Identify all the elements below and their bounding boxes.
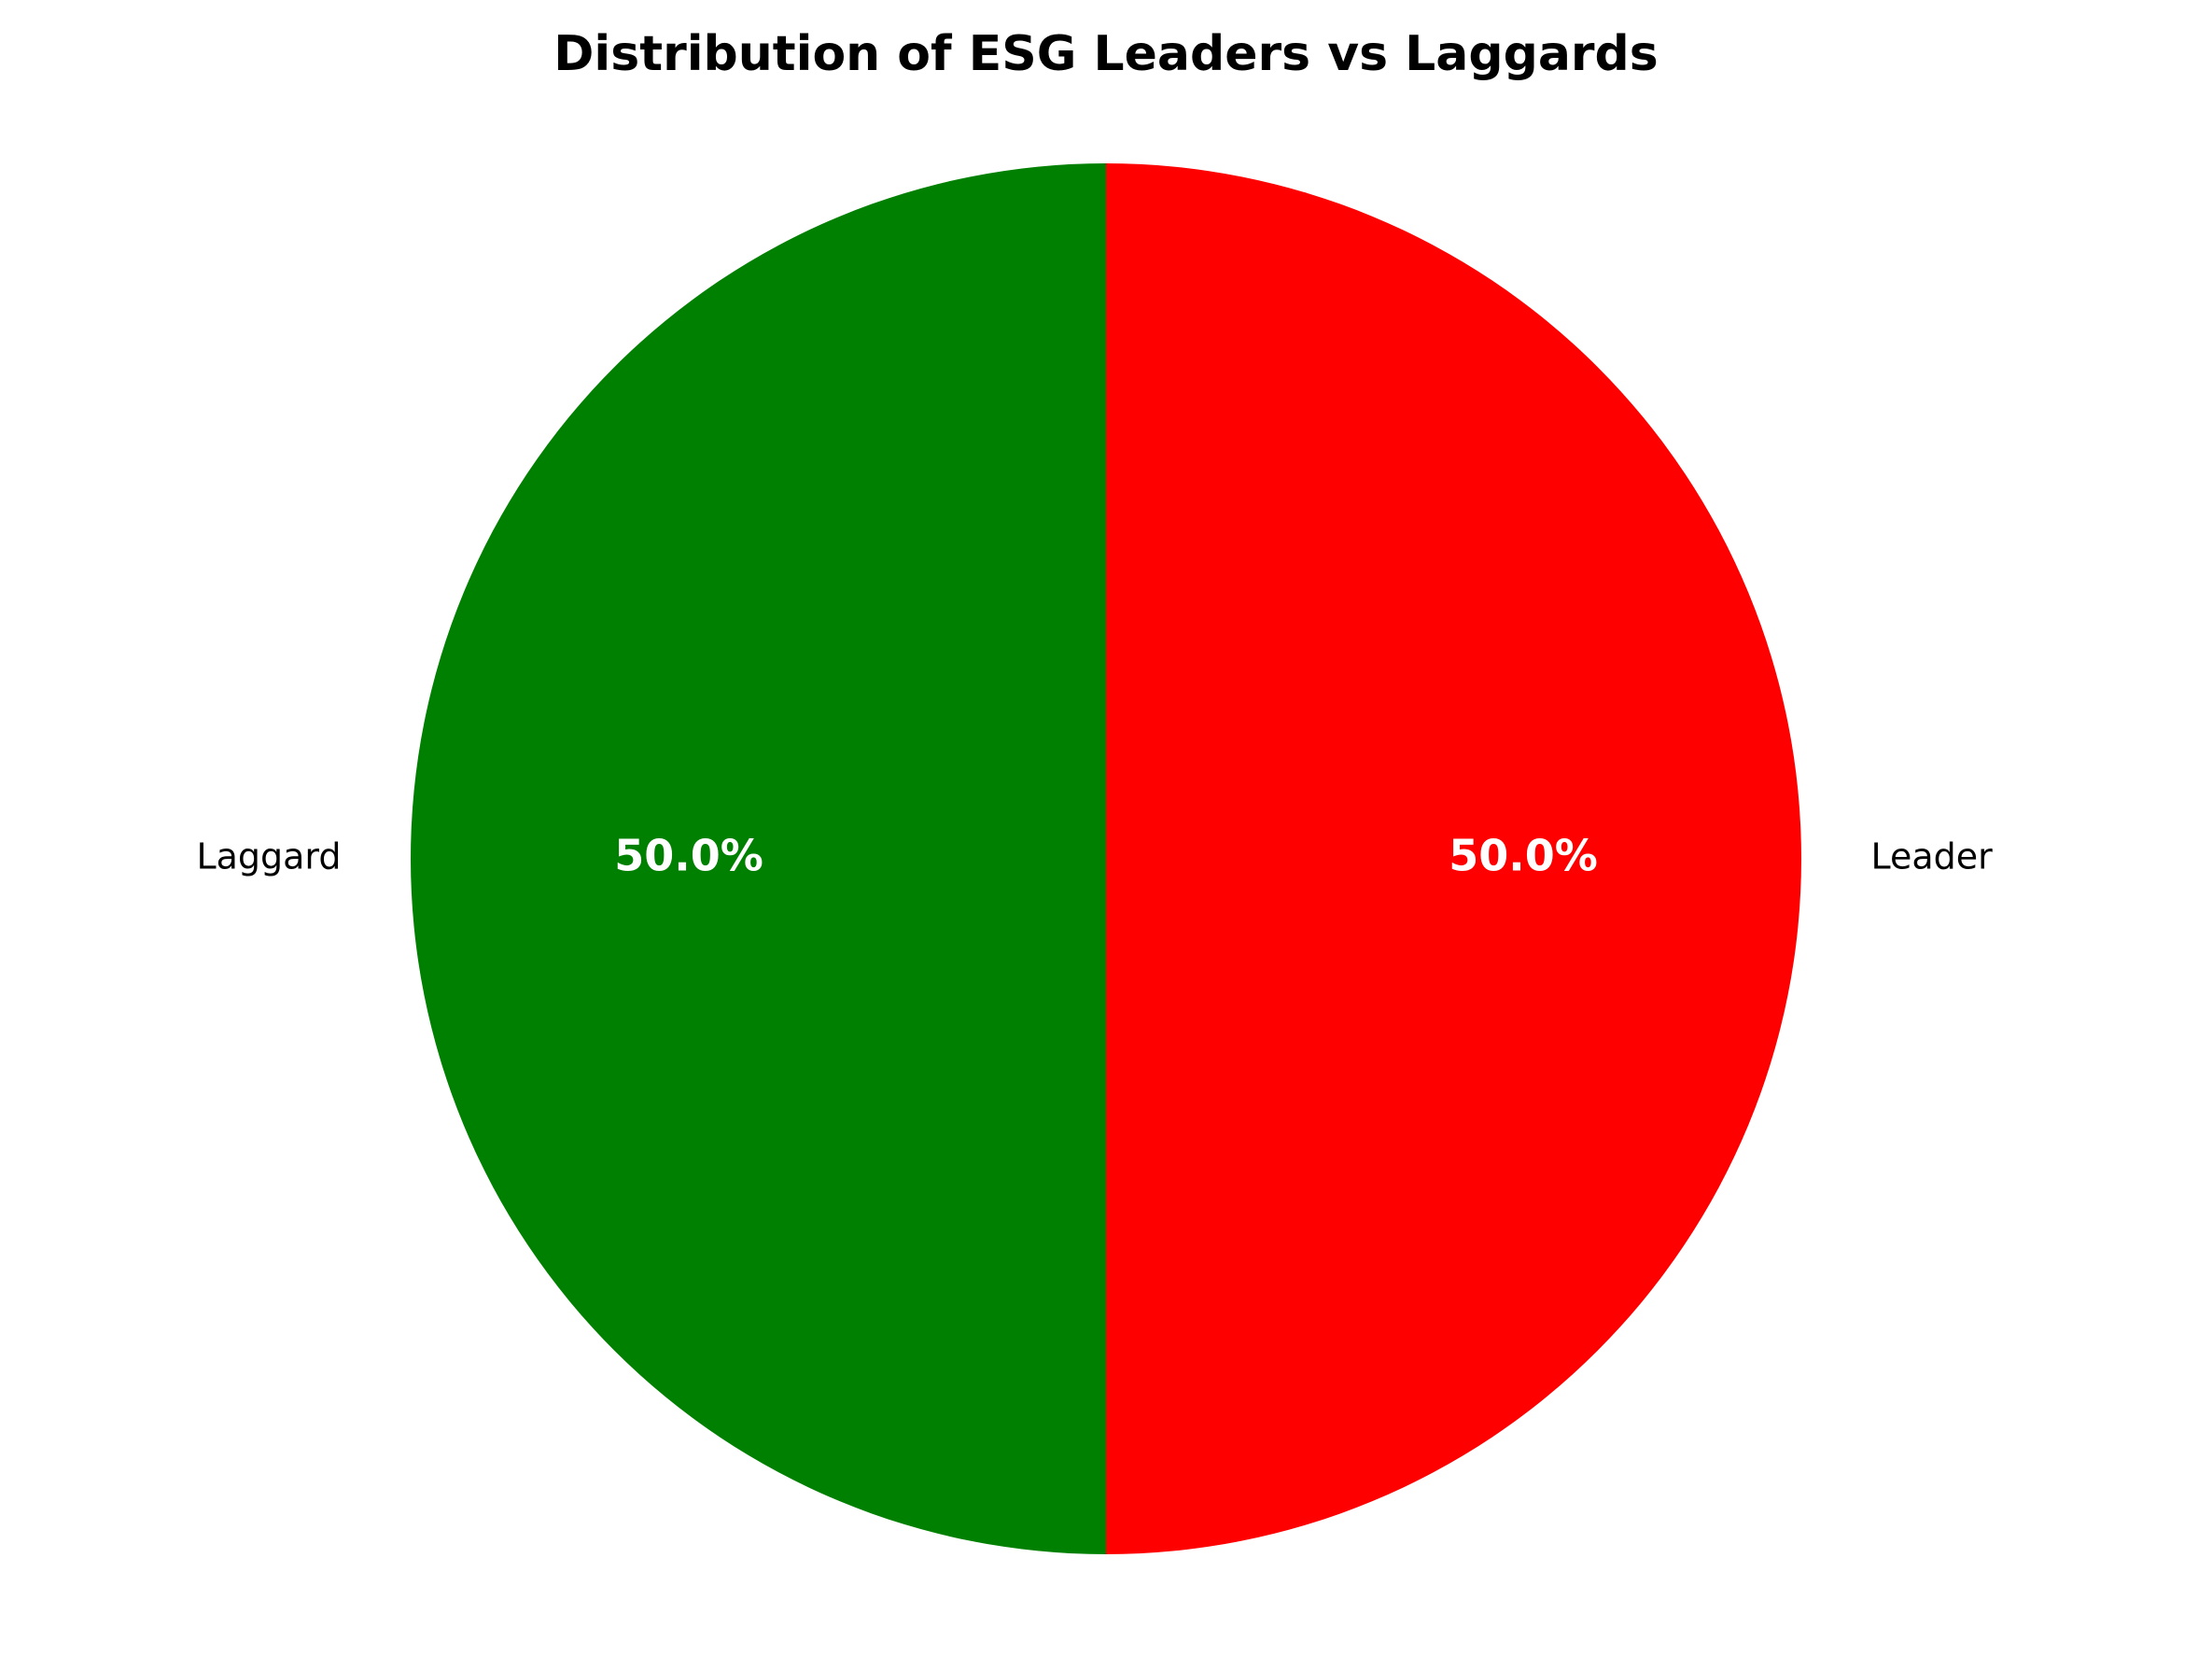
pie-slice-leader: [1106, 163, 1801, 1554]
slice-label-leader: Leader: [1871, 836, 1994, 877]
slice-percent-leader: 50.0%: [1449, 831, 1598, 881]
pie-slices: [411, 163, 1801, 1554]
slice-percent-laggard: 50.0%: [614, 831, 763, 881]
pie-slice-laggard: [411, 163, 1106, 1554]
chart-title: Distribution of ESG Leaders vs Laggards: [553, 26, 1658, 82]
pie-labels: Leader 50.0% Laggard 50.0%: [196, 831, 1993, 881]
slice-label-laggard: Laggard: [196, 836, 341, 877]
